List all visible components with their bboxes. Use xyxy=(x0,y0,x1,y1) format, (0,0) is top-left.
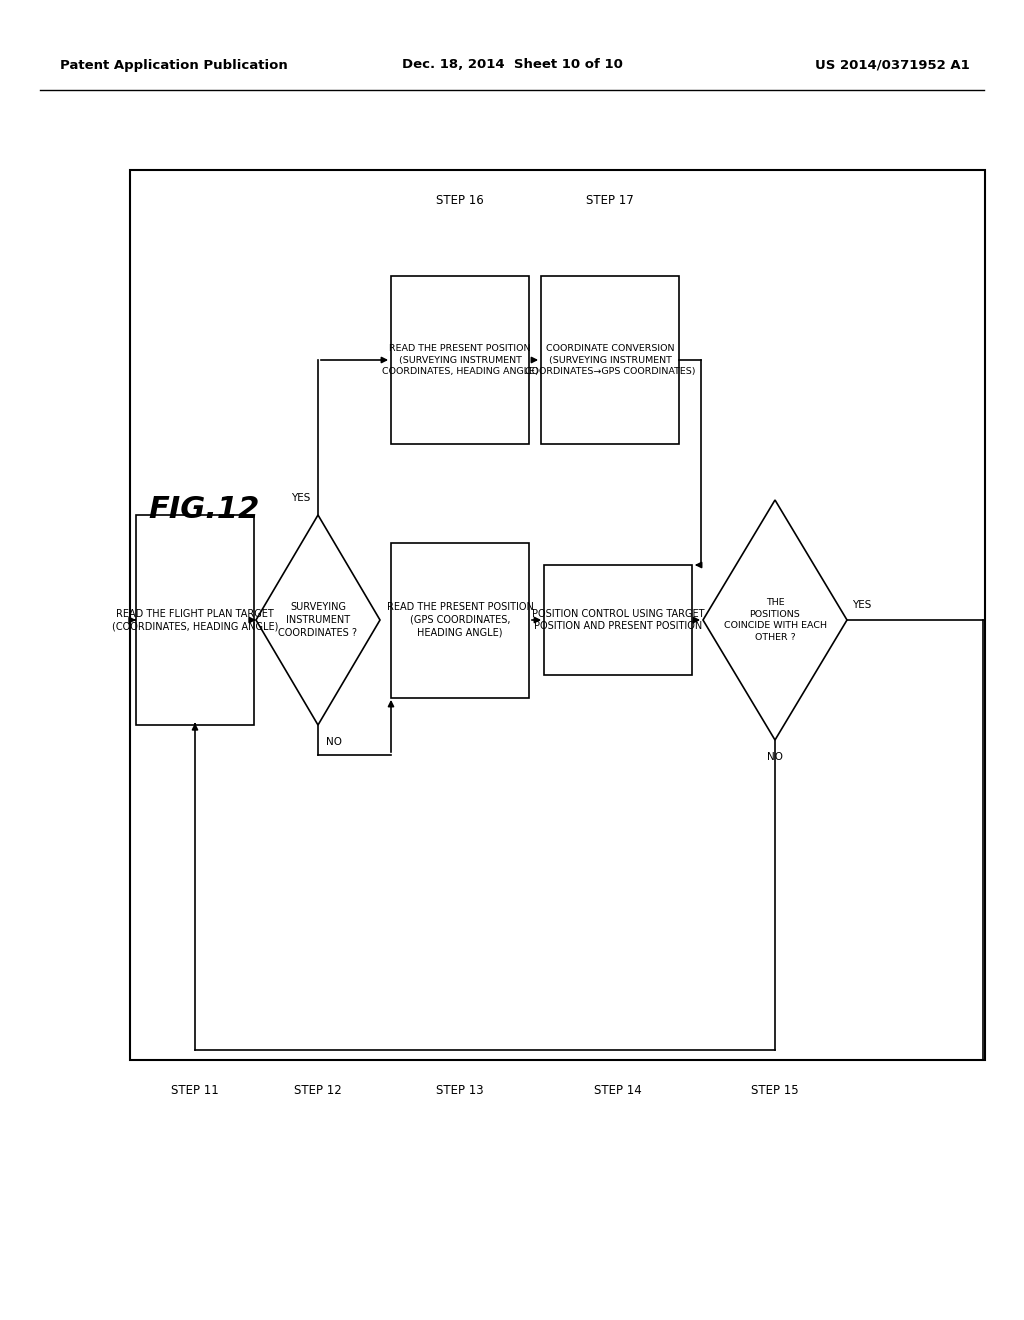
Text: NO: NO xyxy=(326,737,342,747)
Text: STEP 13: STEP 13 xyxy=(436,1084,483,1097)
Text: Patent Application Publication: Patent Application Publication xyxy=(60,58,288,71)
Bar xyxy=(136,515,254,725)
Text: POSITION CONTROL USING TARGET
POSITION AND PRESENT POSITION: POSITION CONTROL USING TARGET POSITION A… xyxy=(531,609,705,631)
Bar xyxy=(130,170,985,1060)
Text: STEP 17: STEP 17 xyxy=(586,194,634,206)
Text: YES: YES xyxy=(291,492,310,503)
Text: STEP 14: STEP 14 xyxy=(594,1084,642,1097)
Bar xyxy=(544,565,692,675)
Bar xyxy=(391,543,529,697)
Text: STEP 11: STEP 11 xyxy=(171,1084,219,1097)
Bar xyxy=(541,276,679,444)
Text: READ THE PRESENT POSITION
(GPS COORDINATES,
HEADING ANGLE): READ THE PRESENT POSITION (GPS COORDINAT… xyxy=(387,602,534,638)
Text: NO: NO xyxy=(767,752,783,762)
Text: THE
POSITIONS
COINCIDE WITH EACH
OTHER ?: THE POSITIONS COINCIDE WITH EACH OTHER ? xyxy=(724,598,826,642)
Text: READ THE FLIGHT PLAN TARGET
(COORDINATES, HEADING ANGLE): READ THE FLIGHT PLAN TARGET (COORDINATES… xyxy=(112,609,279,631)
Bar xyxy=(391,276,529,444)
Text: FIG.12: FIG.12 xyxy=(148,495,259,524)
Text: STEP 16: STEP 16 xyxy=(436,194,484,206)
Text: YES: YES xyxy=(852,601,871,610)
Polygon shape xyxy=(256,515,380,725)
Text: Dec. 18, 2014  Sheet 10 of 10: Dec. 18, 2014 Sheet 10 of 10 xyxy=(401,58,623,71)
Text: STEP 12: STEP 12 xyxy=(294,1084,342,1097)
Text: SURVEYING
INSTRUMENT
COORDINATES ?: SURVEYING INSTRUMENT COORDINATES ? xyxy=(279,602,357,638)
Text: READ THE PRESENT POSITION
(SURVEYING INSTRUMENT
COORDINATES, HEADING ANGLE): READ THE PRESENT POSITION (SURVEYING INS… xyxy=(382,345,539,376)
Text: COORDINATE CONVERSION
(SURVEYING INSTRUMENT
COORDINATES→GPS COORDINATES): COORDINATE CONVERSION (SURVEYING INSTRUM… xyxy=(524,345,695,376)
Polygon shape xyxy=(703,500,847,741)
Text: US 2014/0371952 A1: US 2014/0371952 A1 xyxy=(815,58,970,71)
Text: STEP 15: STEP 15 xyxy=(752,1084,799,1097)
